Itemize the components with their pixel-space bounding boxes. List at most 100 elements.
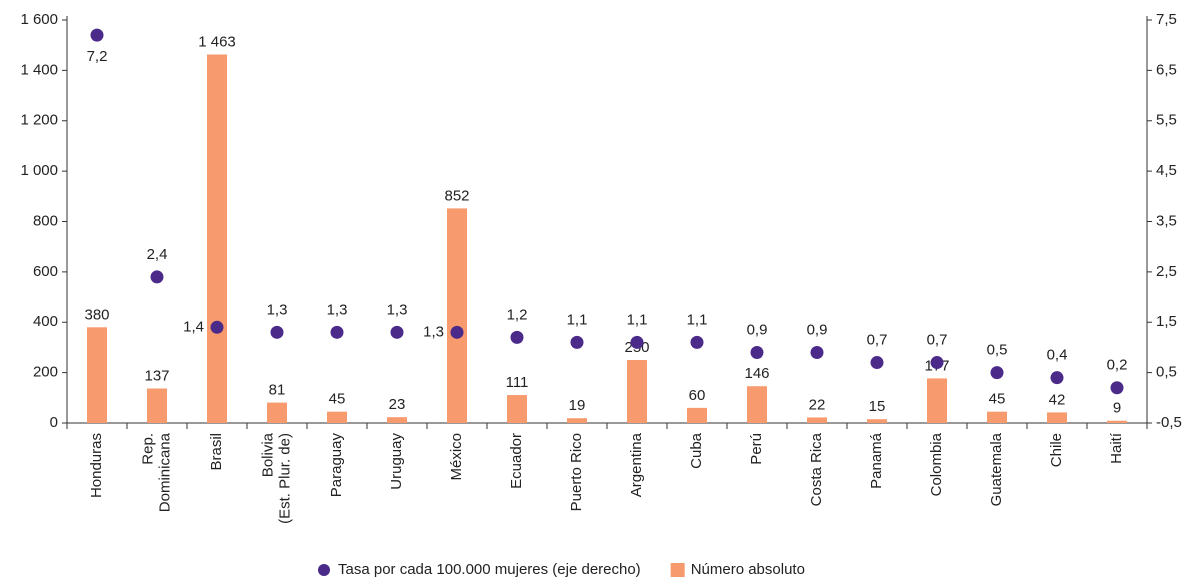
y-tick-label: 400 xyxy=(33,313,58,330)
bar xyxy=(447,208,467,423)
x-tick-label: Uruguay xyxy=(388,433,405,490)
dot-value-label: 1,4 xyxy=(183,318,204,335)
dot-value-label: 0,2 xyxy=(1107,357,1128,374)
bar-value-label: 19 xyxy=(569,397,586,414)
dot-value-label: 0,4 xyxy=(1047,347,1068,364)
y2-tick-label: 1,5 xyxy=(1156,313,1177,330)
y2-tick-label: 6,5 xyxy=(1156,61,1177,78)
bar xyxy=(747,386,767,423)
legend-swatch xyxy=(670,563,685,577)
x-tick-label: Argentina xyxy=(628,432,645,497)
bar-value-label: 81 xyxy=(269,382,286,399)
dot-value-label: 1,3 xyxy=(387,301,408,318)
dot-value-label: 0,5 xyxy=(987,342,1008,359)
bar-value-label: 137 xyxy=(144,367,169,384)
y2-tick-label: -0,5 xyxy=(1156,414,1182,431)
bar xyxy=(327,411,347,423)
bar xyxy=(627,360,647,423)
bar xyxy=(387,417,407,423)
dot xyxy=(1110,381,1124,395)
bar xyxy=(567,418,587,423)
x-tick-label: Perú xyxy=(748,433,765,465)
dot-value-label: 1,1 xyxy=(627,311,648,328)
dot-value-label: 0,7 xyxy=(927,332,948,349)
y-tick-label: 1 600 xyxy=(20,11,58,28)
dot xyxy=(210,320,224,334)
bar xyxy=(987,411,1007,423)
bar xyxy=(267,402,287,423)
bar-value-label: 22 xyxy=(809,396,826,413)
dot-value-label: 0,9 xyxy=(807,321,828,338)
bar-value-label: 23 xyxy=(389,396,406,413)
dot-value-label: 1,3 xyxy=(267,301,288,318)
x-tick-label: Guatemala xyxy=(988,432,1005,506)
x-tick-label: Brasil xyxy=(208,433,225,471)
x-tick-label: Chile xyxy=(1048,433,1065,467)
y-tick-label: 1 400 xyxy=(20,61,58,78)
y2-tick-label: 5,5 xyxy=(1156,112,1177,129)
dot-value-label: 0,7 xyxy=(867,332,888,349)
bar-value-label: 42 xyxy=(1049,391,1066,408)
bar xyxy=(507,395,527,423)
y-tick-label: 800 xyxy=(33,212,58,229)
dot-value-label: 2,4 xyxy=(147,246,168,263)
legend-label: Número absoluto xyxy=(691,561,805,578)
x-tick-label: México xyxy=(448,433,465,481)
bar xyxy=(1047,412,1067,423)
dot xyxy=(270,325,284,339)
dot xyxy=(690,335,704,349)
dot xyxy=(810,345,824,359)
x-tick-label: Ecuador xyxy=(508,433,525,489)
x-tick-label: Bolivia(Est. Plur. de) xyxy=(259,432,293,524)
bar xyxy=(927,378,947,423)
dot xyxy=(90,28,104,42)
bar-value-label: 111 xyxy=(506,374,529,391)
dot xyxy=(630,335,644,349)
dot xyxy=(510,330,524,344)
y-tick-label: 200 xyxy=(33,364,58,381)
bar-value-label: 1 463 xyxy=(198,33,236,50)
dot xyxy=(990,366,1004,380)
y2-tick-label: 3,5 xyxy=(1156,212,1177,229)
dot-value-label: 1,3 xyxy=(423,323,444,340)
legend-label: Tasa por cada 100.000 mujeres (eje derec… xyxy=(338,561,641,578)
dot xyxy=(870,356,884,370)
x-tick-label: Cuba xyxy=(688,432,705,469)
bar-value-label: 45 xyxy=(989,391,1006,408)
dot xyxy=(390,325,404,339)
bar xyxy=(1107,420,1127,423)
x-tick-label: Colombia xyxy=(928,432,945,496)
bar-value-label: 9 xyxy=(1113,400,1121,417)
dot xyxy=(570,335,584,349)
bar-value-label: 45 xyxy=(329,391,346,408)
bar xyxy=(807,417,827,423)
x-tick-label: Panamá xyxy=(868,432,885,489)
bar-value-label: 146 xyxy=(744,365,769,382)
dot xyxy=(150,270,164,284)
bar xyxy=(207,54,227,424)
dot-value-label: 1,3 xyxy=(327,301,348,318)
dot xyxy=(750,345,764,359)
bar xyxy=(687,407,707,423)
dot xyxy=(1050,371,1064,385)
y2-tick-label: 7,5 xyxy=(1156,11,1177,28)
bar-value-label: 60 xyxy=(689,387,706,404)
x-tick-label: Honduras xyxy=(88,433,105,498)
dot xyxy=(450,325,464,339)
y2-tick-label: 0,5 xyxy=(1156,364,1177,381)
dot xyxy=(330,325,344,339)
bar xyxy=(87,327,107,423)
y-tick-label: 1 200 xyxy=(20,112,58,129)
x-tick-label: Costa Rica xyxy=(808,432,825,506)
y-tick-label: 600 xyxy=(33,263,58,280)
legend-dot xyxy=(318,564,330,576)
dot-value-label: 7,2 xyxy=(87,48,108,65)
dot-value-label: 0,9 xyxy=(747,321,768,338)
x-tick-label: Puerto Rico xyxy=(568,433,585,511)
dot-value-label: 1,2 xyxy=(507,306,528,323)
x-tick-label: Haití xyxy=(1108,432,1125,464)
y2-tick-label: 4,5 xyxy=(1156,162,1177,179)
dot-value-label: 1,1 xyxy=(567,311,588,328)
x-tick-label: Rep.Dominicana xyxy=(139,432,173,512)
